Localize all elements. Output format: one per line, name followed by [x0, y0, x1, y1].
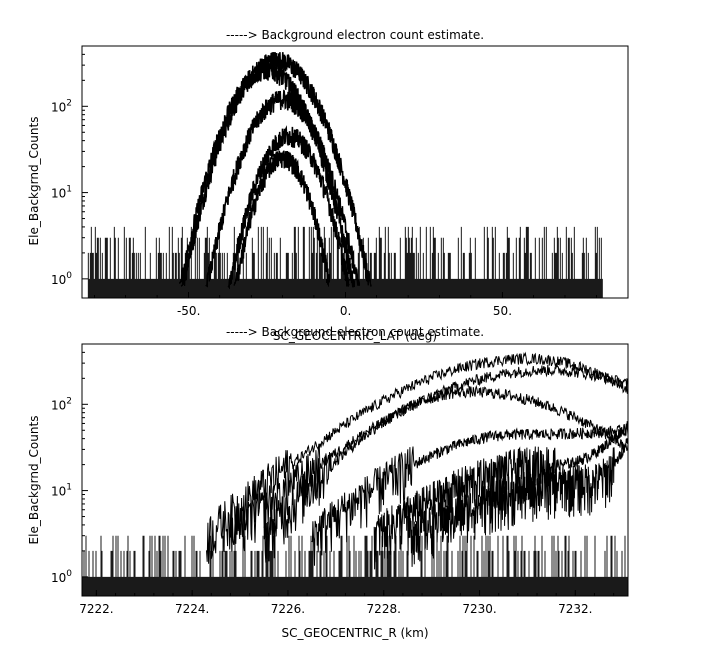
series-line-1 [206, 351, 628, 564]
y-tick-label: 100 [51, 569, 72, 585]
series-line-6 [407, 438, 629, 567]
series-line-4 [311, 423, 629, 566]
x-tick-label: 50. [493, 304, 512, 318]
x-tick-label: 7224. [175, 602, 209, 616]
x-tick-label: 7222. [79, 602, 113, 616]
x-tick-label: 7230. [462, 602, 496, 616]
series-line-2 [230, 364, 629, 552]
series-line-5 [373, 421, 629, 570]
x-tick-label: 7232. [558, 602, 592, 616]
series-line-3 [205, 89, 361, 288]
bottom-chart: -----> Background electron count estimat… [27, 325, 629, 640]
bottom-chart-xlabel: SC_GEOCENTRIC_R (km) [282, 626, 429, 640]
top-chart-title: -----> Background electron count estimat… [226, 28, 484, 42]
x-tick-label: 7228. [367, 602, 401, 616]
top-chart-frame [81, 45, 629, 299]
series-line-4 [227, 125, 350, 290]
top-chart-ylabel: Ele_Backgrnd_Counts [27, 117, 41, 246]
bottom-chart-axes: 7222. 7224. 7226. 7228. 7230. 7232. 100 101 102 [51, 343, 615, 616]
top-chart-xlabel: SC_GEOCENTRIC_LAT (deg) [273, 329, 437, 343]
y-tick-label: 102 [51, 98, 72, 114]
noise-floor-bars [81, 535, 629, 596]
series-line-1 [180, 52, 372, 287]
y-tick-label: 102 [51, 396, 72, 412]
x-tick-label: 7226. [271, 602, 305, 616]
series-line-5 [233, 150, 331, 288]
bottom-chart-frame [81, 343, 629, 597]
bottom-chart-plot-area [81, 351, 629, 596]
noise-floor-bars [87, 226, 603, 298]
y-tick-label: 101 [51, 483, 72, 499]
series-line-3 [263, 384, 629, 563]
bottom-chart-ylabel: Ele_Backgrnd_Counts [27, 416, 41, 545]
y-tick-label: 101 [51, 185, 72, 201]
top-chart-plot-area [87, 52, 603, 298]
x-tick-label: -50. [177, 304, 200, 318]
top-chart: -----> Background electron count estimat… [27, 28, 629, 343]
y-tick-label: 100 [51, 271, 72, 287]
x-tick-label: 0. [340, 304, 351, 318]
top-chart-axes: -50. 0. 50. 100 101 102 [51, 45, 629, 318]
bottom-chart-title: -----> Background electron count estimat… [226, 325, 484, 339]
